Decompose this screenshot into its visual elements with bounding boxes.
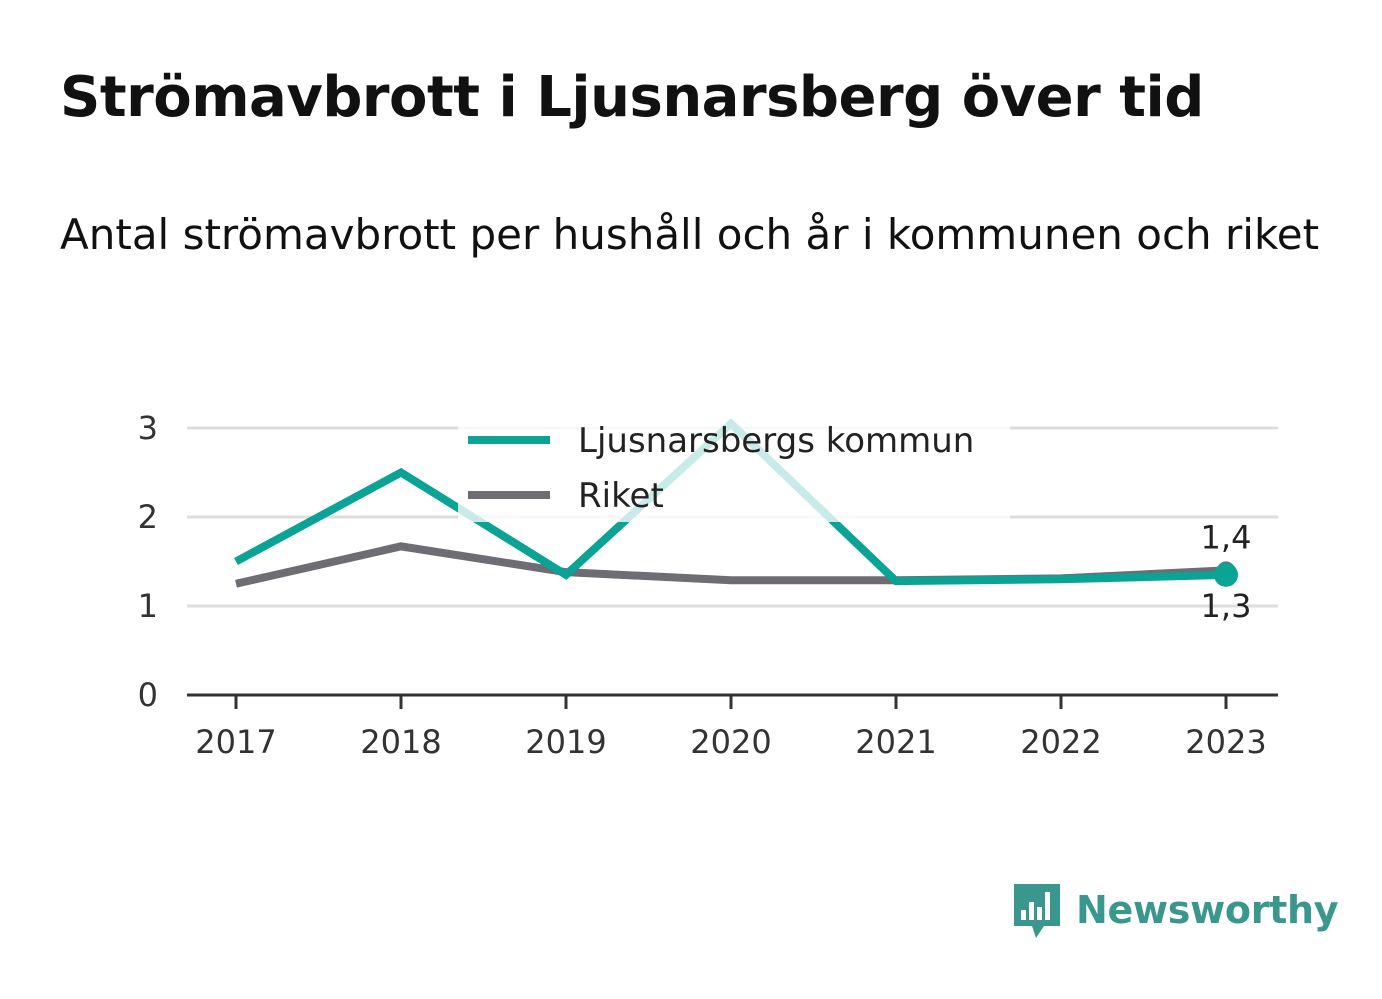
y-tick-label: 2 (138, 498, 158, 536)
x-tick-label: 2023 (1185, 723, 1266, 761)
data-label: 1,4 (1201, 518, 1252, 556)
legend-label-riket: Riket (578, 476, 664, 516)
chart-title: Strömavbrott i Ljusnarsberg över tid (60, 65, 1204, 130)
legend-background (458, 410, 1010, 522)
y-tick-label: 3 (138, 409, 158, 447)
x-tick-label: 2018 (360, 723, 441, 761)
legend-label-kommun: Ljusnarsbergs kommun (578, 421, 974, 461)
chart-subtitle: Antal strömavbrott per hushåll och år i … (60, 210, 1320, 259)
y-tick-label: 1 (138, 587, 158, 625)
end-marker-kommun (1214, 562, 1238, 587)
x-tick-label: 2020 (690, 723, 771, 761)
x-tick-label: 2021 (855, 723, 936, 761)
data-label: 1,3 (1201, 587, 1252, 625)
brand-name: Newsworthy (1076, 888, 1339, 932)
x-tick-label: 2017 (195, 723, 276, 761)
x-tick-label: 2019 (525, 723, 606, 761)
newsworthy-icon (1014, 884, 1060, 938)
y-axis-labels: 0 1 2 3 (138, 409, 158, 714)
newsworthy-logo: Newsworthy (1012, 878, 1339, 942)
legend: Ljusnarsbergs kommun Riket (458, 410, 1010, 522)
end-markers: 1,4 1,3 (1201, 518, 1252, 624)
y-tick-label: 0 (138, 676, 158, 714)
x-axis: 2017 2018 2019 2020 2021 2022 2023 (187, 693, 1278, 761)
x-tick-label: 2022 (1020, 723, 1101, 761)
